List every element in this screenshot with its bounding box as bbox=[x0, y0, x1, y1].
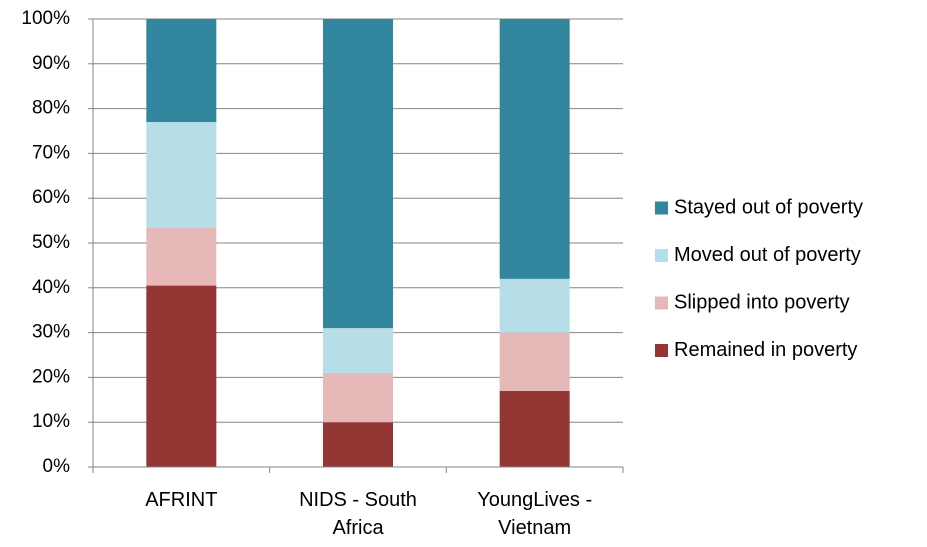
y-tick-label: 20% bbox=[32, 366, 70, 387]
legend-swatch bbox=[655, 344, 668, 357]
bar-segment bbox=[499, 390, 570, 467]
bar-segment bbox=[323, 19, 393, 329]
y-tick-label: 80% bbox=[32, 98, 70, 119]
x-tick-label: YoungLives - Vietnam bbox=[477, 489, 593, 539]
legend-swatch bbox=[655, 249, 668, 262]
legend-label: Slipped into poverty bbox=[674, 291, 850, 313]
bar-segment bbox=[146, 227, 217, 286]
y-tick-label: 60% bbox=[32, 187, 70, 208]
bar-segment bbox=[499, 332, 570, 391]
y-tick-label: 40% bbox=[32, 277, 70, 298]
y-tick-label: 90% bbox=[32, 53, 70, 74]
y-tick-label: 10% bbox=[32, 411, 70, 432]
bar-segment bbox=[146, 19, 217, 123]
bar-segment bbox=[146, 285, 217, 467]
bar-segment bbox=[323, 328, 393, 373]
legend-label: Stayed out of poverty bbox=[674, 196, 863, 218]
y-tick-label: 0% bbox=[43, 456, 71, 477]
y-tick-label: 30% bbox=[32, 322, 70, 343]
legend-swatch bbox=[655, 201, 668, 215]
x-tick-label: NIDS - South Africa bbox=[299, 489, 417, 539]
legend-label: Remained in poverty bbox=[674, 339, 857, 361]
y-tick-label: 50% bbox=[32, 232, 70, 253]
bar-segment bbox=[323, 422, 393, 467]
legend-label: Moved out of poverty bbox=[674, 244, 861, 266]
y-tick-label: 100% bbox=[21, 8, 70, 29]
x-tick-label: AFRINT bbox=[145, 489, 218, 511]
bar-segment bbox=[323, 372, 393, 423]
legend-swatch bbox=[655, 296, 668, 310]
bar-segment bbox=[146, 122, 217, 228]
bar-segment bbox=[499, 19, 570, 279]
y-tick-label: 70% bbox=[32, 142, 70, 163]
bar-segment bbox=[499, 278, 570, 333]
